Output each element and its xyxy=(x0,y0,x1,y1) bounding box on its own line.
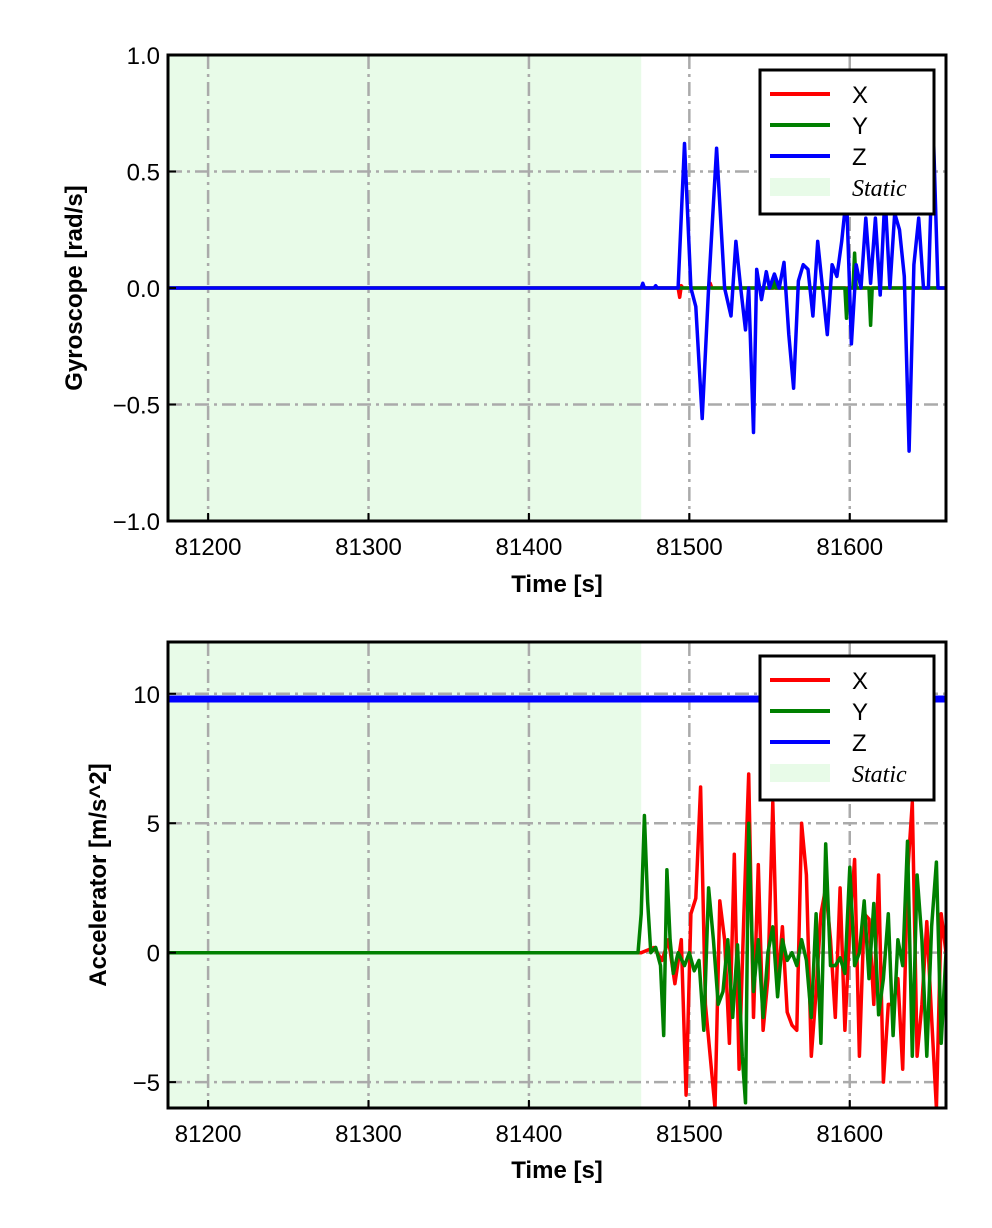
gyro-xtick-label-0: 81200 xyxy=(175,534,242,561)
gyro-legend-label-x: X xyxy=(852,82,868,109)
accel-plot-frame xyxy=(166,640,948,1110)
gyro-legend-label-static: Static xyxy=(852,176,907,202)
gyro-xtick-label-2: 81400 xyxy=(496,534,563,561)
accel-x-axis-label: Time [s] xyxy=(511,1157,603,1184)
gyro-legend: XYZ Static xyxy=(758,68,936,216)
accel-legend-swatch-static xyxy=(770,764,830,782)
gyro-ytick-label-3: 0.5 xyxy=(127,160,160,187)
accel-ytick-label-0: −5 xyxy=(133,1070,160,1097)
gyro-legend-swatch-static xyxy=(770,178,830,196)
gyro-xtick-label-4: 81600 xyxy=(816,534,883,561)
accel-ytick-label-3: 10 xyxy=(133,682,160,709)
gyro-series-z xyxy=(168,125,946,453)
accel-legend: XYZ Static xyxy=(758,654,936,802)
accel-static-region xyxy=(168,642,642,1108)
accel-legend-label-z: Z xyxy=(852,730,867,757)
gyro-ytick-label-2: 0.0 xyxy=(127,276,160,303)
gyroscope-chart: 81200 81300 81400 81500 81600 −1.0 −0.5 0.0 0.5 1… xyxy=(61,43,948,598)
gyro-ytick-label-1: −0.5 xyxy=(113,393,160,420)
accel-ytick-label-2: 5 xyxy=(147,811,160,838)
accel-legend-label-x: X xyxy=(852,668,868,695)
gyro-ytick-label-0: −1.0 xyxy=(113,509,160,536)
accel-xtick-label-0: 81200 xyxy=(175,1121,242,1148)
accel-series-y xyxy=(168,813,946,1105)
gyro-y-axis-label: Gyroscope [rad/s] xyxy=(61,185,88,390)
accel-xtick-label-3: 81500 xyxy=(656,1121,723,1148)
gyro-xtick-label-1: 81300 xyxy=(335,534,402,561)
gyro-legend-label-z: Z xyxy=(852,144,867,171)
accel-legend-label-static: Static xyxy=(852,762,907,788)
gyro-xtick-label-3: 81500 xyxy=(656,534,723,561)
accel-legend-label-y: Y xyxy=(852,699,868,726)
accel-xtick-label-1: 81300 xyxy=(335,1121,402,1148)
accelerator-chart: 81200 81300 81400 81500 81600 −5 0 5 10 Time [s] A… xyxy=(85,640,948,1184)
accel-ytick-label-1: 0 xyxy=(147,941,160,968)
gyro-x-axis-label: Time [s] xyxy=(511,571,603,598)
accel-y-axis-label: Accelerator [m/s^2] xyxy=(85,763,112,986)
accel-xtick-label-2: 81400 xyxy=(496,1121,563,1148)
accel-xtick-label-4: 81600 xyxy=(816,1121,883,1148)
gyro-ytick-label-4: 1.0 xyxy=(127,43,160,70)
gyro-legend-label-y: Y xyxy=(852,113,868,140)
